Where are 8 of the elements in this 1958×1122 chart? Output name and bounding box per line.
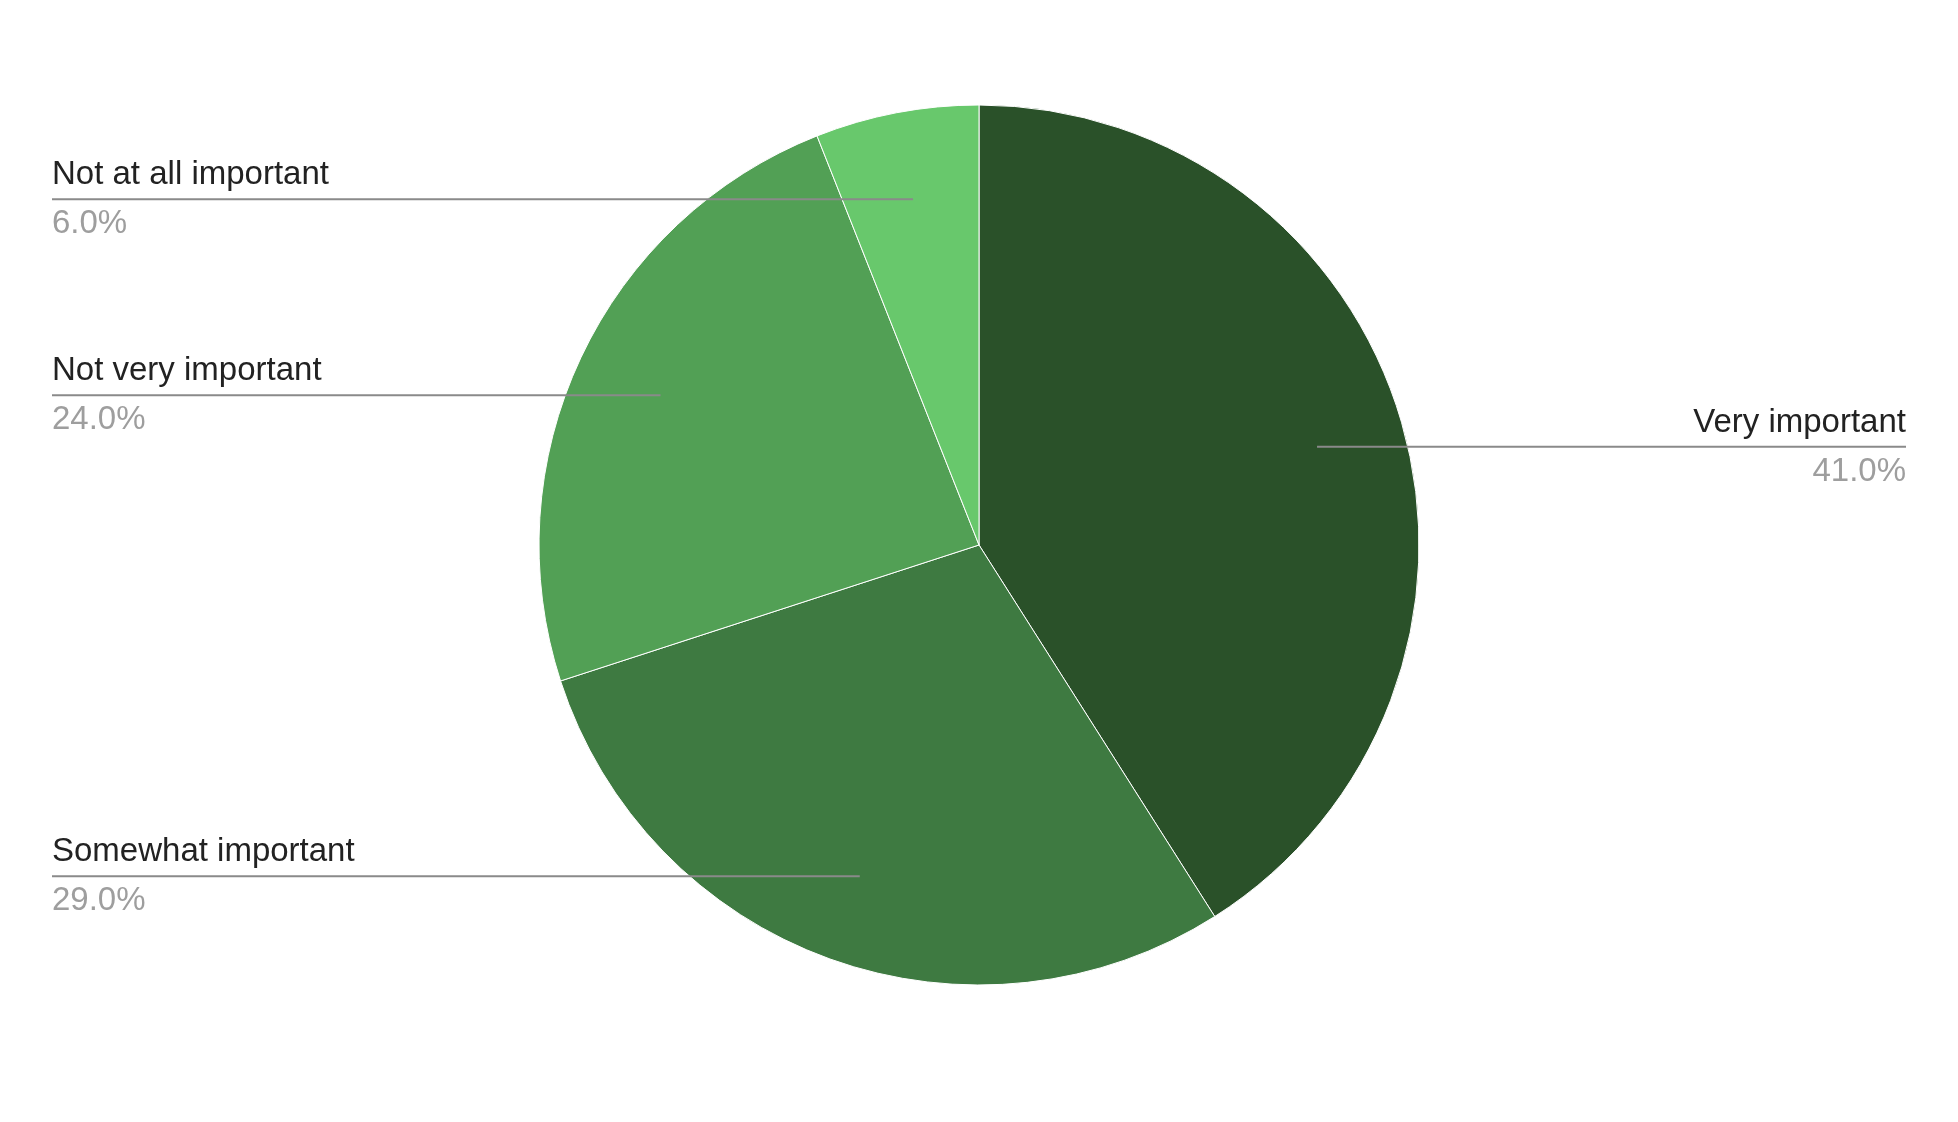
slice-label: Not at all important [52,154,329,192]
slice-label: Somewhat important [52,831,355,869]
slice-label: Not very important [52,350,322,388]
slice-label: Very important [1693,401,1906,439]
data-label: 6.0% [52,203,128,241]
data-label: 29.0% [52,880,146,918]
data-label: 24.0% [52,399,146,437]
data-label: 41.0% [1812,450,1906,488]
